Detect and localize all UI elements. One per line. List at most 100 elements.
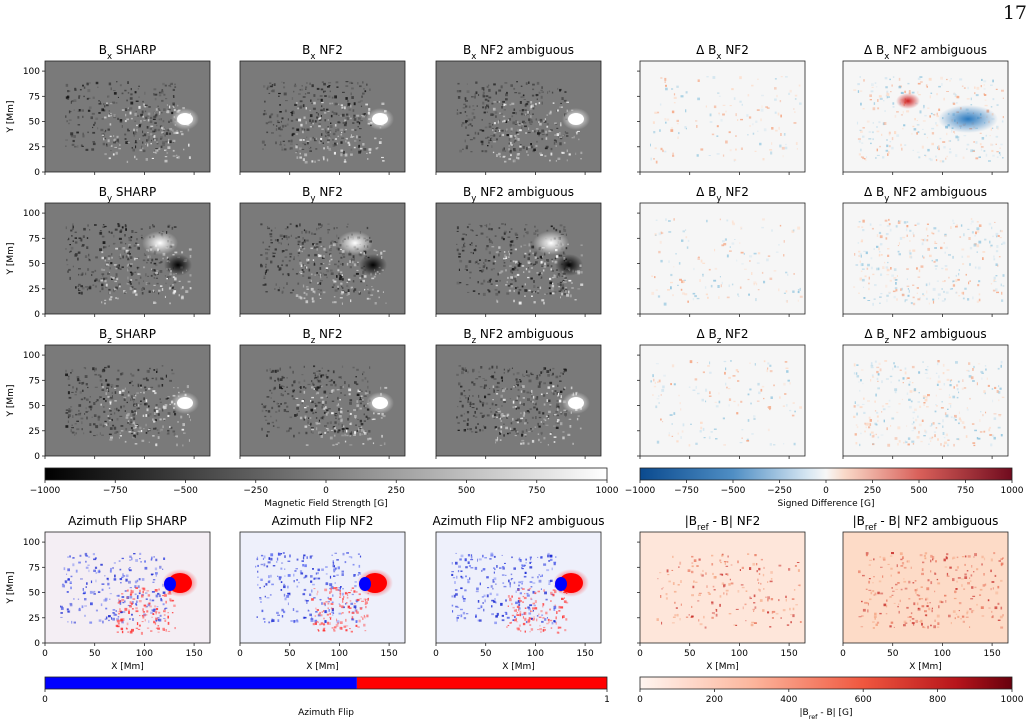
y-tick-label: 25 — [29, 614, 40, 624]
colorbar-diff: −1000 −750 −500 −250 0 250 500 750 1000 Signed Di… — [625, 467, 1024, 509]
panel-title: Bx SHARP — [99, 43, 157, 62]
x-tick-label: 50 — [480, 649, 492, 659]
x-axis-label: X [Mm] — [502, 662, 535, 672]
colorbar-tick-label: 1000 — [1001, 695, 1024, 705]
y-tick-label: 75 — [29, 376, 40, 386]
colorbar-tick-label: −250 — [767, 486, 792, 496]
y-tick-label: 50 — [29, 402, 41, 412]
y-tick-label: 0 — [34, 452, 40, 462]
colorbar-tick-label: −750 — [674, 486, 699, 496]
y-axis-label: Y [Mm] — [6, 385, 16, 418]
page-number: 17 — [1002, 2, 1027, 24]
colorbar-tick-label: 0 — [42, 695, 48, 705]
x-tick-label: 150 — [984, 649, 1001, 659]
colorbar-tick-label: 0 — [637, 695, 643, 705]
panel-1-1: By NF2 — [239, 185, 406, 317]
x-tick-label: 100 — [331, 649, 348, 659]
y-tick-label: 50 — [29, 589, 41, 599]
colorbar-tick-label: 0 — [823, 486, 829, 496]
x-tick-label: 50 — [887, 649, 899, 659]
y-tick-label: 25 — [29, 143, 40, 153]
panel-0-1: Bx NF2 — [239, 43, 406, 175]
x-tick-label: 100 — [527, 649, 544, 659]
x-tick-label: 0 — [637, 649, 643, 659]
colorbar-tick-label: −500 — [721, 486, 746, 496]
colorbar-tick-label: 500 — [910, 486, 927, 496]
panel-title: Δ Bz NF2 ambiguous — [864, 327, 986, 346]
panel-title: Bx NF2 ambiguous — [463, 43, 574, 62]
y-tick-label: 100 — [23, 351, 40, 361]
y-tick-label: 75 — [29, 92, 40, 102]
x-tick-label: 50 — [284, 649, 296, 659]
colorbar-tick-label: 600 — [855, 695, 872, 705]
y-tick-label: 100 — [23, 538, 40, 548]
panel-3-0: Azimuth Flip SHARP 0 25 50 75 100 Y [Mm] 0 50 100… — [6, 514, 211, 672]
y-tick-label: 100 — [23, 67, 40, 77]
y-tick-label: 0 — [34, 639, 40, 649]
x-tick-label: 150 — [186, 649, 203, 659]
panel-2-1: Bz NF2 — [239, 327, 406, 459]
panel-title: Δ Bx NF2 — [696, 43, 749, 62]
y-tick-label: 0 — [34, 168, 40, 178]
panel-2-3: Δ Bz NF20255075100 — [637, 327, 806, 459]
colorbar-tick-label: −1000 — [625, 486, 656, 496]
y-axis-label: Y [Mm] — [6, 101, 16, 134]
y-tick-label: 50 — [29, 260, 41, 270]
colorbar-tick-label: 250 — [388, 486, 405, 496]
panel-title: By NF2 — [302, 185, 343, 204]
x-tick-label: 0 — [42, 649, 48, 659]
colorbar-tick-label: 200 — [706, 695, 723, 705]
panel-title: Bz NF2 ambiguous — [463, 327, 573, 346]
colorbar-tick-label: 250 — [864, 486, 881, 496]
y-tick-label: 75 — [29, 234, 40, 244]
panel-3-2: Azimuth Flip NF2 ambiguous 0 50 100 150 X [Mm… — [432, 514, 604, 672]
colorbar-flip: 0 1 Azimuth Flip — [42, 676, 610, 718]
x-tick-label: 150 — [577, 649, 594, 659]
panel-grid: Bx SHARP 0 25 50 75 100 Y [Mm] Bx NF2 Bx NF2 amb… — [6, 43, 1009, 672]
colorbar-tick-label: −750 — [103, 486, 128, 496]
x-axis-label: X [Mm] — [111, 662, 144, 672]
panel-title: Δ By NF2 ambiguous — [864, 185, 987, 204]
y-tick-label: 25 — [29, 285, 40, 295]
colorbar-tick-label: 800 — [929, 695, 946, 705]
panel-title: |Bref - B| NF2 — [685, 514, 761, 533]
colorbar-tick-label: 750 — [528, 486, 545, 496]
x-axis-label: X [Mm] — [909, 662, 942, 672]
panel-title: By SHARP — [99, 185, 157, 204]
colorbar-tick-label: 750 — [957, 486, 974, 496]
colorbar-label: Azimuth Flip — [298, 708, 354, 718]
panel-1-4: Δ By NF2 ambiguous — [842, 185, 1009, 317]
panel-3-4: |Bref - B| NF2 ambiguous 0 50 100 150 X [Mm] — [840, 514, 1009, 672]
panel-title: Δ By NF2 — [696, 185, 749, 204]
panel-2-4: Δ Bz NF2 ambiguous — [842, 327, 1009, 459]
y-axis-label: Y [Mm] — [6, 572, 16, 605]
x-tick-label: 0 — [840, 649, 846, 659]
y-tick-label: 100 — [23, 209, 40, 219]
panel-3-1: Azimuth Flip NF2 0 50 100 150 X [Mm] — [237, 514, 406, 672]
panel-0-3: Δ Bx NF20255075100 — [637, 43, 806, 175]
colorbar-abs: 0 200 400 600 800 1000 |Bref - B| [G] — [637, 676, 1024, 721]
panel-title: Bz NF2 — [302, 327, 342, 346]
x-tick-label: 100 — [136, 649, 153, 659]
panel-title: Δ Bz NF2 — [696, 327, 748, 346]
panel-1-0: By SHARP 0 25 50 75 100 Y [Mm] — [6, 185, 211, 320]
panel-3-3: |Bref - B| NF20255075100050100150X [Mm] — [637, 514, 806, 672]
panel-0-2: Bx NF2 ambiguous — [435, 43, 602, 175]
panel-2-0: Bz SHARP 0 25 50 75 100 Y [Mm] — [6, 327, 211, 462]
panel-title: Azimuth Flip SHARP — [68, 514, 187, 528]
panel-1-3: Δ By NF20255075100 — [637, 185, 806, 317]
panel-title: Bz SHARP — [99, 327, 156, 346]
colorbars: −1000 −750 −500 −250 0 250 500 750 1000Magnetic … — [30, 467, 1024, 721]
panel-1-2: By NF2 ambiguous — [435, 185, 602, 317]
x-tick-label: 150 — [781, 649, 798, 659]
y-tick-label: 50 — [29, 118, 41, 128]
colorbar-tick-label: 500 — [458, 486, 475, 496]
colorbar-tick-label: 1000 — [1001, 486, 1024, 496]
colorbar-tick-label: −250 — [243, 486, 268, 496]
panel-0-0: Bx SHARP 0 25 50 75 100 Y [Mm] — [6, 43, 211, 178]
colorbar-tick-label: 1 — [604, 695, 610, 705]
colorbar-tick-label: 400 — [780, 695, 797, 705]
colorbar-tick-label: 0 — [323, 486, 329, 496]
panel-2-2: Bz NF2 ambiguous — [435, 327, 602, 459]
